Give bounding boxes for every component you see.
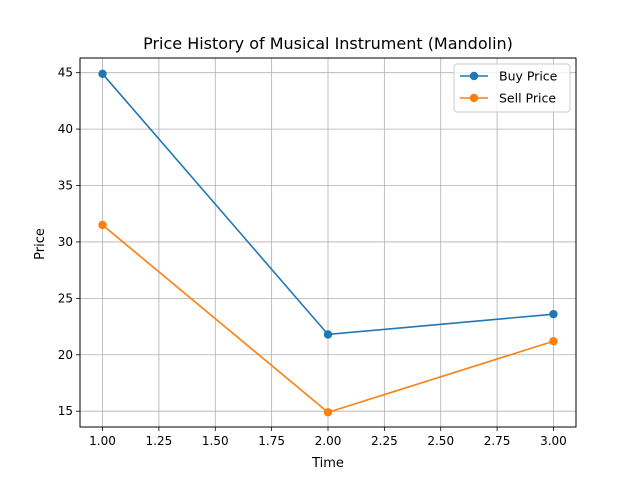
y-tick-label: 25 — [58, 291, 73, 305]
x-axis-label: Time — [311, 456, 344, 471]
legend-marker-buy-price — [469, 71, 479, 81]
series-layer — [98, 69, 558, 417]
x-tick-label: 3.00 — [540, 434, 567, 448]
chart-title: Price History of Musical Instrument (Man… — [143, 34, 513, 53]
x-tick-label: 1.00 — [89, 434, 116, 448]
data-point-buy-price — [98, 69, 107, 78]
x-axis-ticks: 1.00 1.25 1.50 1.75 2.00 2.25 2.50 2.75 3.00 — [89, 427, 567, 448]
series-sell-price — [98, 220, 558, 417]
series-buy-price — [98, 69, 558, 339]
data-point-sell-price — [549, 337, 558, 346]
x-tick-label: 1.50 — [202, 434, 229, 448]
x-tick-label: 2.00 — [315, 434, 342, 448]
y-axis-ticks: 15 20 25 30 35 40 45 — [58, 66, 80, 418]
x-tick-label: 2.50 — [427, 434, 454, 448]
x-tick-label: 1.75 — [258, 434, 285, 448]
y-tick-label: 15 — [58, 404, 73, 418]
data-point-sell-price — [98, 220, 107, 230]
legend-marker-sell-price — [469, 93, 479, 103]
x-tick-label: 1.25 — [146, 434, 173, 448]
y-tick-label: 30 — [58, 235, 73, 249]
y-tick-label: 40 — [58, 122, 73, 136]
legend: Buy Price Sell Price — [453, 63, 571, 113]
legend-label-sell-price: Sell Price — [499, 91, 556, 106]
y-tick-label: 45 — [58, 66, 73, 80]
data-point-sell-price — [323, 408, 333, 417]
x-tick-label: 2.75 — [484, 434, 511, 448]
data-point-buy-price — [323, 330, 333, 339]
y-axis-label: Price — [33, 228, 48, 260]
data-point-buy-price — [549, 309, 558, 319]
y-tick-label: 20 — [58, 348, 73, 362]
x-tick-label: 2.25 — [371, 434, 398, 448]
legend-label-buy-price: Buy Price — [499, 69, 558, 84]
y-tick-label: 35 — [58, 179, 73, 193]
